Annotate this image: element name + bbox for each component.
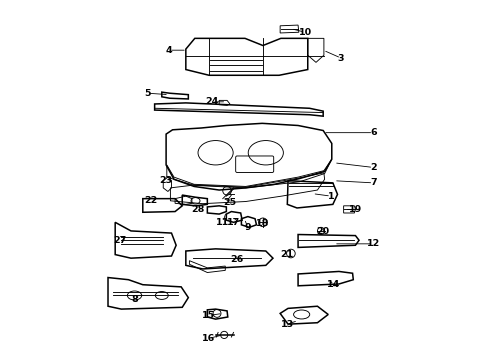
- Text: 27: 27: [114, 236, 127, 245]
- Text: 26: 26: [230, 255, 244, 264]
- Text: 12: 12: [367, 239, 380, 248]
- Text: 18: 18: [255, 219, 269, 228]
- Text: 13: 13: [281, 320, 294, 329]
- Text: 25: 25: [223, 198, 237, 207]
- Text: 17: 17: [227, 218, 240, 227]
- Text: 20: 20: [317, 228, 330, 237]
- Text: 16: 16: [202, 334, 215, 343]
- Text: 21: 21: [281, 250, 294, 259]
- Text: 14: 14: [327, 280, 341, 289]
- Text: 10: 10: [299, 28, 312, 37]
- Text: 1: 1: [328, 192, 334, 201]
- Text: 19: 19: [349, 205, 362, 214]
- Text: 8: 8: [131, 294, 138, 303]
- Text: 11: 11: [216, 218, 229, 227]
- Text: 28: 28: [191, 205, 204, 214]
- Text: 4: 4: [166, 46, 172, 55]
- Text: 7: 7: [370, 178, 377, 187]
- Text: 3: 3: [338, 54, 344, 63]
- Text: 5: 5: [144, 89, 151, 98]
- Text: 6: 6: [370, 128, 377, 137]
- Text: 23: 23: [159, 176, 172, 185]
- Text: 15: 15: [202, 311, 215, 320]
- Text: 24: 24: [205, 97, 219, 106]
- Text: 2: 2: [370, 163, 377, 172]
- Text: 22: 22: [145, 196, 158, 205]
- Text: 9: 9: [245, 223, 251, 232]
